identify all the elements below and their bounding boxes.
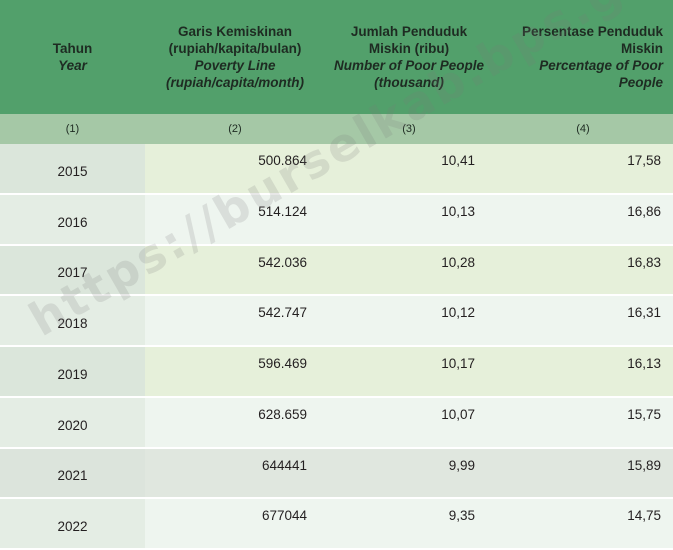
table-row: 2019 596.469 10,17 16,13	[0, 346, 673, 398]
year-cell: 2019	[0, 346, 145, 398]
poor-people-cell: 10,07	[325, 396, 493, 449]
column-index-row: (1) (2) (3) (4)	[0, 114, 673, 144]
header-row: Tahun Year Garis Kemiskinan (rupiah/kapi…	[0, 0, 673, 114]
poverty-line-cell: 514.124	[145, 193, 325, 246]
percentage-cell: 16,13	[493, 346, 673, 398]
header-poor-people-en-1: Number of Poor People	[333, 58, 485, 73]
poverty-line-cell: 677044	[145, 498, 325, 550]
poor-people-cell: 10,13	[325, 193, 493, 246]
header-poor-people-id-2: Miskin (ribu)	[368, 41, 450, 56]
table-row: 2016 514.124 10,13 16,86	[0, 193, 673, 246]
poor-people-cell: 9,35	[325, 498, 493, 550]
header-percentage-id-1: Persentase Penduduk	[521, 24, 663, 39]
poverty-line-cell: 596.469	[145, 346, 325, 398]
year-cell: 2015	[0, 144, 145, 195]
header-poverty-line-en-2: (rupiah/capita/month)	[166, 75, 304, 90]
header-percentage-en-1: Percentage of Poor People	[539, 58, 663, 90]
header-year-en: Year	[58, 58, 87, 73]
poor-people-cell: 10,17	[325, 346, 493, 398]
year-cell: 2018	[0, 295, 145, 347]
percentage-cell: 16,31	[493, 295, 673, 347]
column-index: (2)	[145, 114, 325, 144]
percentage-cell: 16,86	[493, 193, 673, 246]
column-index: (3)	[325, 114, 493, 144]
poverty-line-cell: 500.864	[145, 144, 325, 195]
percentage-cell: 17,58	[493, 144, 673, 195]
year-cell: 2016	[0, 193, 145, 246]
header-year-id: Tahun	[52, 41, 93, 56]
percentage-cell: 16,83	[493, 244, 673, 297]
poor-people-cell: 10,28	[325, 244, 493, 297]
header-poverty-line-id-1: Garis Kemiskinan	[177, 24, 293, 39]
header-poverty-line: Garis Kemiskinan (rupiah/kapita/bulan) P…	[145, 0, 325, 114]
header-poor-people-id-1: Jumlah Penduduk	[350, 24, 468, 39]
poverty-line-cell: 542.747	[145, 295, 325, 347]
percentage-cell: 15,89	[493, 447, 673, 500]
header-year: Tahun Year	[0, 0, 145, 114]
header-poor-people-en-2: (thousand)	[374, 75, 444, 90]
poverty-line-cell: 628.659	[145, 396, 325, 449]
column-index: (1)	[0, 114, 145, 144]
poor-people-cell: 10,41	[325, 144, 493, 195]
poor-people-cell: 9,99	[325, 447, 493, 500]
table-row: 2021 644441 9,99 15,89	[0, 447, 673, 500]
header-poverty-line-id-2: (rupiah/kapita/bulan)	[168, 41, 302, 56]
year-cell: 2021	[0, 447, 145, 500]
poor-people-cell: 10,12	[325, 295, 493, 347]
year-cell: 2022	[0, 498, 145, 550]
table-row: 2015 500.864 10,41 17,58	[0, 144, 673, 195]
header-poor-people: Jumlah Penduduk Miskin (ribu) Number of …	[325, 0, 493, 114]
poverty-line-cell: 542.036	[145, 244, 325, 297]
header-poverty-line-en-1: Poverty Line	[194, 58, 276, 73]
table-row: 2017 542.036 10,28 16,83	[0, 244, 673, 297]
year-cell: 2017	[0, 244, 145, 297]
table-row: 2018 542.747 10,12 16,31	[0, 295, 673, 347]
header-percentage-id-2: Miskin	[620, 41, 663, 56]
table-row: 2020 628.659 10,07 15,75	[0, 396, 673, 449]
table-row: 2022 677044 9,35 14,75	[0, 498, 673, 550]
header-percentage: Persentase Penduduk Miskin Percentage of…	[493, 0, 673, 114]
percentage-cell: 14,75	[493, 498, 673, 550]
percentage-cell: 15,75	[493, 396, 673, 449]
column-index: (4)	[493, 114, 673, 144]
poverty-line-cell: 644441	[145, 447, 325, 500]
year-cell: 2020	[0, 396, 145, 449]
